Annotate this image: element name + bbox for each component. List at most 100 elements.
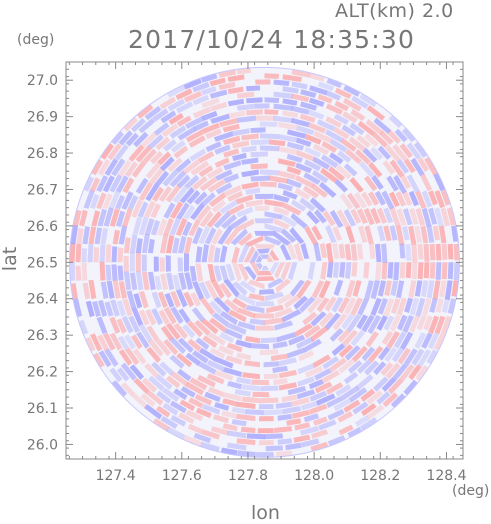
radar-cell (376, 207, 388, 224)
lat-unit-label: (deg) (17, 32, 55, 48)
radar-cell (377, 280, 387, 297)
radar-cell (214, 356, 234, 369)
plot-frame (65, 61, 464, 460)
radar-cell (342, 329, 358, 347)
radar-cell (250, 127, 266, 133)
radar-cell (411, 348, 425, 366)
radar-cell (237, 321, 256, 331)
radar-cell (231, 140, 250, 149)
radar-cell (428, 190, 438, 206)
radar-cell (96, 316, 108, 335)
radar-cell (288, 334, 306, 346)
radar-cell (209, 89, 228, 99)
radar-cell (293, 295, 309, 310)
radar-cell (385, 362, 401, 380)
radar-cell (170, 306, 184, 324)
radar-cell (91, 159, 104, 176)
radar-cell (170, 140, 186, 153)
radar-cell (145, 309, 157, 326)
radar-cell (314, 209, 327, 224)
radar-cell (218, 81, 236, 90)
radar-cell (294, 323, 313, 337)
radar-cell (175, 88, 193, 100)
radar-cell (306, 210, 320, 225)
radar-cell (360, 388, 376, 402)
radar-cell (138, 323, 153, 343)
radar-cell (383, 207, 394, 224)
radar-cell (277, 158, 296, 167)
radar-cell (177, 257, 183, 272)
radar-cell (223, 160, 242, 171)
radar-cell (184, 236, 193, 254)
radar-cell (108, 190, 121, 210)
radar-cell (351, 345, 368, 363)
radar-cell (314, 381, 333, 394)
radar-cell (403, 348, 418, 367)
radar-cell (291, 397, 310, 407)
radar-cell (195, 246, 203, 263)
radar-cell (312, 354, 331, 368)
radar-cell (341, 313, 355, 330)
radar-cell (116, 367, 130, 382)
radar-cell (273, 194, 290, 203)
radar-cell (295, 175, 315, 189)
radar-cell (343, 163, 358, 177)
radar-cell (364, 360, 379, 376)
radar-cell (300, 425, 320, 436)
radar-cell (329, 138, 348, 153)
radar-cell (364, 280, 374, 300)
radar-cell (219, 283, 232, 299)
radar-cell (280, 262, 292, 281)
radar-cell (169, 354, 185, 369)
radar-cell (215, 182, 233, 195)
radar-cell (303, 413, 319, 423)
radar-cell (190, 202, 205, 220)
radar-cell (94, 227, 102, 245)
radar-cell (354, 192, 368, 209)
radar-cell (282, 406, 302, 415)
radar-cell (114, 144, 129, 161)
radar-cell (295, 162, 313, 174)
radar-cell (191, 350, 209, 364)
radar-cell (368, 161, 383, 178)
radar-cell (433, 173, 446, 192)
radar-cell (248, 293, 265, 302)
radar-cell (337, 411, 353, 423)
radar-cell (304, 146, 322, 158)
radar-cell (344, 297, 357, 315)
radar-cell (212, 414, 229, 424)
radar-cell (433, 332, 446, 351)
radar-cell (277, 170, 297, 180)
radar-cell (227, 381, 242, 390)
radar-cell (246, 109, 263, 116)
radar-cell (236, 352, 252, 361)
lon-tick-label: 127.6 (162, 468, 202, 484)
radar-cell (225, 264, 236, 282)
radar-cell (129, 234, 138, 254)
radar-cell (175, 217, 188, 236)
radar-cell (337, 297, 350, 314)
radar-cell (373, 376, 389, 392)
radar-cell (264, 409, 283, 416)
radar-cell (236, 293, 256, 307)
radar-cell (300, 242, 310, 259)
radar-cell (162, 402, 179, 416)
radar-cell (222, 123, 240, 133)
radar-cell (313, 416, 328, 426)
radar-cell (173, 388, 188, 400)
radar-cell (163, 202, 176, 219)
radar-cell (129, 252, 135, 272)
radar-cell (308, 97, 325, 107)
radar-cell (132, 216, 143, 236)
radar-cell (177, 126, 197, 141)
radar-cell (282, 86, 299, 94)
radar-cell (97, 208, 107, 227)
radar-cell (308, 122, 327, 134)
radar-cell (393, 262, 400, 281)
radar-cell (343, 371, 359, 385)
radar-cell (128, 144, 145, 162)
radar-cell (209, 77, 226, 87)
lat-tick-label: 27.0 (27, 73, 58, 89)
radar-cell (126, 290, 136, 309)
radar-cell (310, 441, 329, 452)
